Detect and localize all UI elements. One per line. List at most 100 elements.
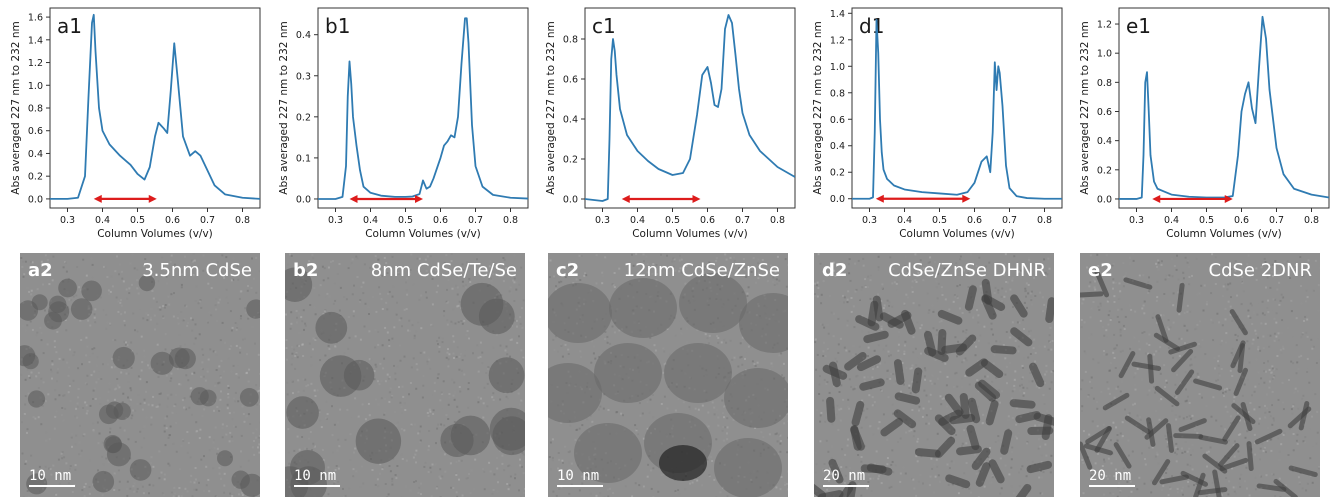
texture-grain (1316, 410, 1319, 413)
texture-grain (212, 441, 215, 444)
texture-grain (86, 374, 89, 377)
texture-grain (1144, 458, 1146, 460)
texture-grain (164, 333, 167, 336)
texture-grain (847, 438, 850, 441)
texture-grain (378, 383, 381, 386)
y-tick-label: 0.0 (28, 194, 43, 205)
texture-grain (446, 288, 448, 291)
texture-grain (1210, 267, 1213, 270)
texture-grain (568, 261, 571, 264)
texture-grain (472, 488, 475, 491)
texture-grain (327, 493, 330, 496)
texture-grain (42, 352, 45, 355)
texture-grain (1215, 379, 1218, 382)
texture-grain (1103, 334, 1106, 337)
texture-grain (433, 381, 436, 384)
x-tick-label: 0.7 (200, 215, 215, 226)
texture-grain (1246, 487, 1248, 490)
texture-grain (1261, 312, 1264, 315)
texture-grain (1017, 350, 1020, 353)
texture-grain (1153, 386, 1156, 389)
texture-grain (460, 459, 463, 462)
texture-grain (219, 339, 222, 342)
texture-grain (429, 410, 432, 413)
texture-grain (194, 323, 197, 326)
texture-grain (219, 398, 222, 401)
texture-grain (1225, 477, 1228, 479)
texture-grain (502, 280, 505, 283)
texture-grain (78, 441, 81, 444)
texture-grain (134, 329, 136, 332)
texture-grain (840, 466, 843, 469)
texture-grain (319, 419, 322, 422)
texture-grain (947, 483, 950, 486)
texture-grain (1082, 492, 1085, 495)
texture-grain (991, 380, 994, 383)
texture-grain (1281, 319, 1284, 322)
tem-label: b2 (293, 260, 319, 281)
texture-grain (405, 459, 408, 462)
texture-grain (136, 330, 139, 333)
tem-title: CdSe 2DNR (1208, 260, 1313, 281)
texture-grain (522, 356, 525, 359)
nanorod (844, 352, 867, 371)
texture-grain (1029, 353, 1032, 355)
texture-grain (987, 342, 990, 345)
texture-grain (247, 285, 249, 287)
texture-grain (1188, 447, 1191, 450)
texture-grain (1258, 488, 1261, 491)
texture-grain (1240, 473, 1243, 476)
texture-grain (584, 272, 586, 275)
texture-grain (322, 279, 325, 282)
texture-grain (1003, 295, 1006, 298)
texture-grain (912, 336, 915, 339)
texture-grain (338, 309, 341, 312)
texture-grain (162, 315, 165, 318)
texture-grain (1082, 430, 1085, 433)
chart-svg: 0.3 0.4 0.5 0.6 0.7 0.80.00.20.40.60.81.01.21… (10, 7, 261, 240)
texture-grain (1299, 256, 1302, 259)
texture-grain (91, 348, 94, 351)
texture-grain (120, 313, 123, 316)
nanoparticle (22, 353, 39, 370)
texture-grain (368, 313, 370, 315)
texture-grain (564, 343, 567, 346)
texture-grain (522, 358, 524, 360)
texture-grain (493, 444, 496, 447)
texture-grain (409, 382, 412, 384)
texture-grain (1001, 300, 1004, 303)
texture-grain (377, 258, 380, 261)
texture-grain (163, 424, 166, 427)
texture-grain (726, 432, 728, 435)
texture-grain (1293, 268, 1296, 271)
texture-grain (726, 417, 729, 420)
texture-grain (608, 487, 611, 490)
y-tick-label: 0.6 (1097, 107, 1112, 118)
texture-grain (1087, 395, 1090, 398)
texture-grain (379, 472, 381, 475)
x-tick-label: 0.5 (130, 215, 145, 226)
texture-grain (1096, 425, 1099, 428)
texture-grain (239, 317, 242, 320)
texture-grain (209, 348, 212, 351)
texture-grain (413, 334, 416, 337)
texture-grain (1116, 439, 1119, 442)
texture-grain (257, 390, 260, 393)
texture-grain (838, 468, 841, 470)
texture-grain (106, 399, 109, 402)
texture-grain (176, 367, 179, 370)
texture-grain (333, 482, 336, 485)
texture-grain (1280, 293, 1283, 296)
nanoparticle (548, 283, 612, 343)
texture-grain (772, 281, 775, 284)
texture-grain (373, 370, 376, 373)
texture-grain (1221, 324, 1224, 327)
texture-grain (1141, 378, 1144, 381)
texture-grain (141, 485, 144, 488)
texture-grain (1271, 365, 1274, 368)
texture-grain (123, 324, 126, 327)
texture-grain (612, 284, 615, 287)
texture-grain (371, 469, 374, 471)
texture-grain (233, 425, 236, 428)
texture-grain (850, 297, 853, 299)
